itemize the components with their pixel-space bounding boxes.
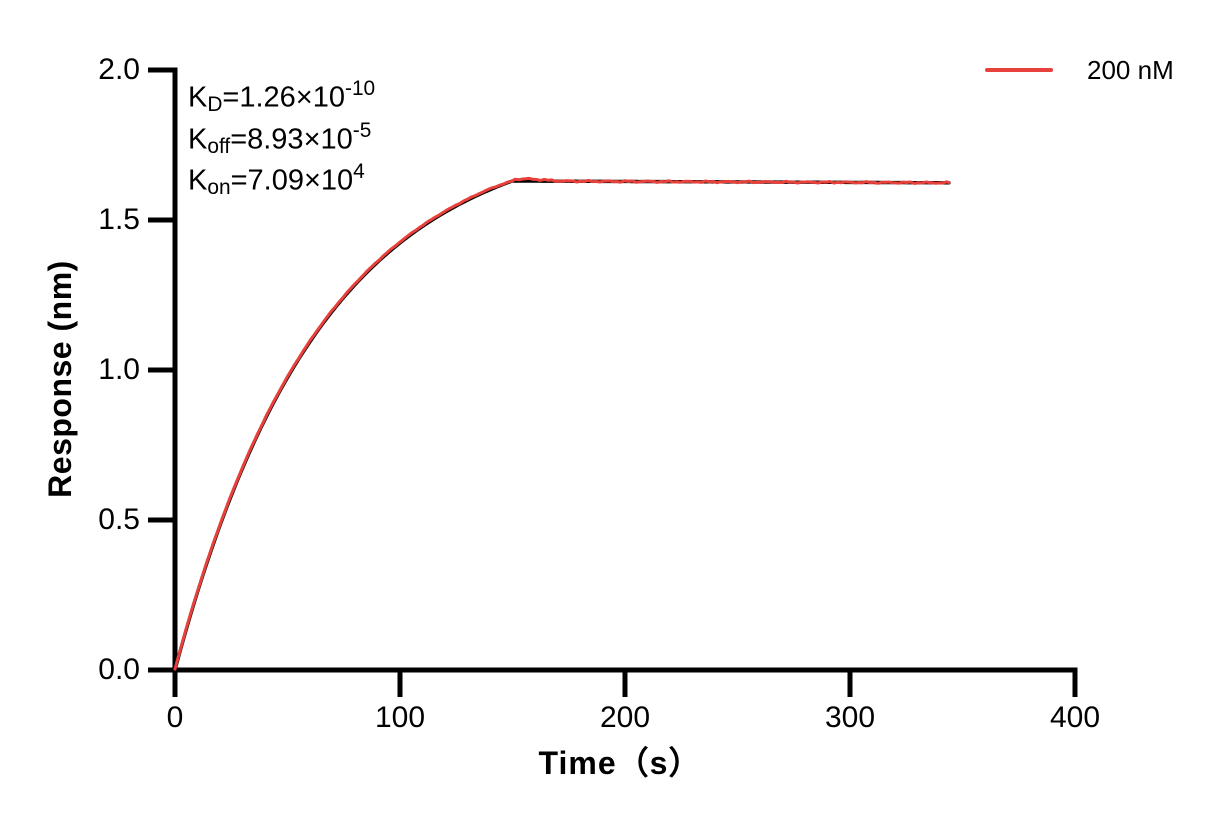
y-tick-label: 0.0: [98, 653, 140, 686]
y-tick-label: 2.0: [98, 53, 140, 86]
annotation-kd-base: K: [188, 81, 208, 114]
annotation-koff-sup: -5: [352, 119, 372, 142]
y-tick-label: 0.5: [98, 503, 140, 536]
x-tick-label: 0: [166, 701, 184, 734]
annotation-kon-base: K: [188, 164, 208, 197]
annotation-kd-sup: -10: [345, 77, 376, 100]
x-tick-label: 400: [1049, 701, 1101, 734]
x-axis-title: Time（s）: [538, 745, 702, 781]
annotation-kon-value: =7.09×10: [230, 164, 354, 197]
legend-line-swatch: [985, 68, 1053, 72]
annotation-kon-sub: on: [207, 176, 231, 200]
x-tick-label: 100: [374, 701, 426, 734]
series-fitted-curve: [173, 179, 951, 672]
series-data-200nM: [173, 176, 951, 671]
annotation-kd-sub: D: [207, 93, 223, 117]
annotation-kd: KD=1.26×10-10: [188, 68, 376, 116]
x-tick-label: 200: [599, 701, 651, 734]
annotation-koff-sub: off: [207, 135, 231, 159]
annotation-kon-sup: 4: [353, 160, 365, 183]
y-tick-label: 1.5: [98, 203, 140, 236]
legend-label: 200 nM: [1087, 55, 1174, 85]
y-tick-label: 1.0: [98, 353, 140, 386]
annotation-koff-base: K: [188, 123, 208, 156]
x-tick-label: 300: [824, 701, 876, 734]
annotation-koff: Koff=8.93×10-5: [188, 110, 372, 158]
annotation-kon: Kon=7.09×104: [188, 151, 365, 199]
annotation-koff-value: =8.93×10: [230, 123, 353, 156]
annotation-kd-value: =1.26×10: [222, 81, 345, 114]
